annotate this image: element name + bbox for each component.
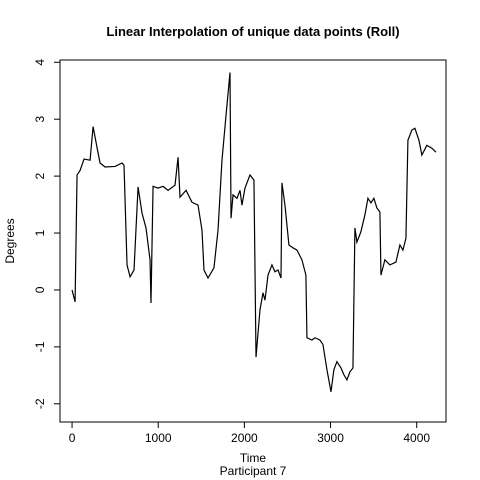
x-tick-label: 4000: [403, 431, 430, 445]
x-axis-label: Time: [240, 451, 267, 465]
x-tick-label: 3000: [317, 431, 344, 445]
y-tick-label: 1: [33, 229, 47, 236]
y-tick-label: -1: [33, 341, 47, 352]
plot-box: [59, 59, 447, 423]
y-axis-label: Degrees: [3, 218, 17, 263]
chart-title: Linear Interpolation of unique data poin…: [106, 24, 399, 39]
x-tick-label: 1000: [145, 431, 172, 445]
y-tick-label: 4: [33, 59, 47, 66]
data-line: [71, 72, 437, 392]
subtitle: Participant 7: [220, 464, 287, 478]
y-tick-label: 0: [33, 286, 47, 293]
x-tick-label: 0: [69, 431, 76, 445]
y-tick-label: 2: [33, 172, 47, 179]
x-tick-label: 2000: [231, 431, 258, 445]
y-tick-label: 3: [33, 116, 47, 123]
y-tick-label: -2: [33, 398, 47, 409]
